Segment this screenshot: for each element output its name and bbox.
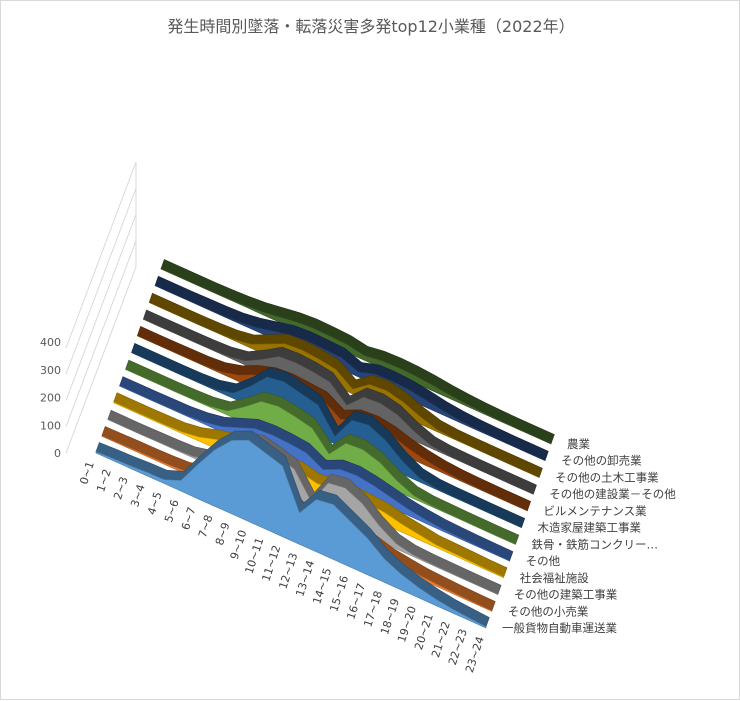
series-ribbons <box>95 259 555 629</box>
y-tick-label: 200 <box>40 392 61 405</box>
series-axis: 一般貨物自動車運送業 その他の小売業 その他の建築工事業 社会福祉施設 その他 鉄骨・鉄筋… <box>502 437 676 635</box>
series-label: その他の卸売業 <box>561 454 642 468</box>
series-ribbon <box>95 430 490 629</box>
x-tick-label: 2~3 <box>111 475 131 501</box>
series-label: その他の建設業－その他 <box>549 487 676 501</box>
back-walls <box>65 161 137 454</box>
y-tick-label: 400 <box>40 336 61 349</box>
gridline <box>65 266 137 454</box>
gridline <box>65 214 137 401</box>
y-tick-label: 100 <box>40 419 61 432</box>
x-tick-label: 6~7 <box>179 506 199 532</box>
x-tick-label: 4~5 <box>145 490 165 516</box>
gridline <box>65 161 137 349</box>
gridline <box>65 188 137 375</box>
series-label: 木造家屋建築工事業 <box>537 521 641 535</box>
series-label: 社会福祉施設 <box>520 571 589 585</box>
x-tick-label: 8~9 <box>213 521 233 547</box>
series-label: その他 <box>526 554 561 568</box>
x-tick-label: 9~10 <box>228 528 250 561</box>
gridline <box>65 240 137 427</box>
chart-title: 発生時間別墜落・転落災害多発top12小業種（2022年） <box>167 17 574 36</box>
y-tick-label: 300 <box>40 364 61 377</box>
series-label: その他の小売業 <box>508 604 589 618</box>
series-label: その他の建築工事業 <box>514 588 618 602</box>
series-label: ビルメンテナンス業 <box>543 504 647 518</box>
x-tick-label: 7~8 <box>196 513 216 539</box>
series-label: 鉄骨・鉄筋コンクリー… <box>532 537 659 551</box>
series-label: 農業 <box>567 437 590 451</box>
series-label: 一般貨物自動車運送業 <box>502 621 617 635</box>
x-tick-label: 3~4 <box>128 483 148 509</box>
y-axis: 0 100 200 300 400 <box>40 336 61 460</box>
series-label: その他の土木工事業 <box>555 470 659 484</box>
x-tick-label: 0~1 <box>77 460 97 486</box>
y-tick-label: 0 <box>54 447 61 460</box>
x-tick-label: 5~6 <box>162 498 182 524</box>
series-ribbon-face <box>95 439 487 629</box>
x-tick-label: 1~2 <box>94 468 114 494</box>
